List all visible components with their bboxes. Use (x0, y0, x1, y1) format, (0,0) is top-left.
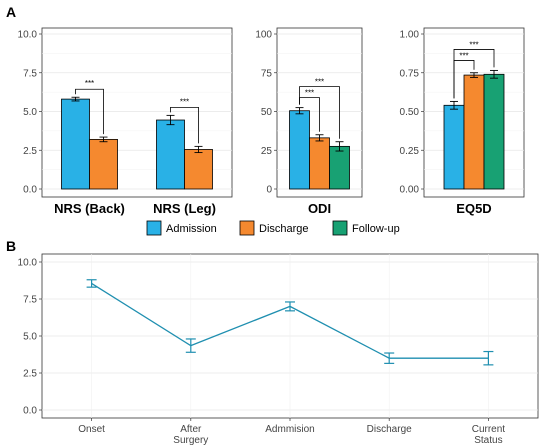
legend-item-follow-up: Follow-up (332, 220, 400, 236)
panel-a-label: A (6, 4, 16, 20)
error-bar (483, 350, 494, 366)
y-tick-label: 10.0 (18, 258, 38, 269)
error-bar (315, 134, 324, 142)
y-tick-label: 5.0 (23, 332, 37, 343)
x-tick-label: Current Status (472, 424, 506, 445)
y-tick-label: 100 (255, 30, 272, 41)
y-tick-label: 75 (261, 68, 273, 79)
x-tick-label-line: After (180, 424, 202, 435)
y-tick-label: 0.0 (23, 185, 37, 196)
x-tick-label-line: Surgery (173, 435, 208, 445)
bar-discharge (89, 138, 118, 190)
significance-label: *** (315, 78, 324, 87)
error-bar (71, 96, 80, 102)
x-tick-label: Admmision (265, 424, 314, 435)
bar-follow-up (329, 145, 350, 190)
y-tick-label: 0.75 (400, 68, 420, 79)
y-tick-label: 50 (261, 107, 273, 118)
error-bar (470, 72, 478, 78)
error-bar (450, 100, 458, 110)
legend-label: Follow-up (352, 223, 400, 235)
x-axis-label: EQ5D (456, 201, 491, 216)
bar-follow-up (483, 73, 505, 190)
panel-b: 0.0 2.5 5.0 7.5 10.0 Onset After Surgery Admmisi… (18, 253, 539, 445)
significance-label: *** (459, 51, 468, 60)
bar-discharge (309, 137, 330, 190)
x-axis-label: NRS (Leg) (153, 201, 216, 216)
facet-eq5d: 0.00 0.25 0.50 0.75 1.00 EQ5D ****** (400, 27, 525, 216)
bar-discharge (463, 74, 485, 190)
x-tick-label-line: Discharge (367, 424, 412, 435)
significance-bracket (453, 49, 495, 99)
error-bar (194, 145, 203, 154)
legend-swatch (146, 220, 162, 236)
x-tick-label: Onset (78, 424, 105, 435)
significance-label: *** (469, 40, 478, 49)
error-bar (166, 114, 175, 126)
error-bar (285, 301, 295, 312)
x-tick-label-line: Status (474, 435, 502, 445)
y-tick-label: 10.0 (18, 30, 38, 41)
bar-admission (61, 98, 90, 190)
y-tick-label: 0.50 (400, 107, 420, 118)
error-bar (295, 107, 304, 115)
error-bar (384, 352, 395, 364)
significance-bracket (75, 88, 104, 135)
error-bar (86, 279, 97, 288)
y-tick-label: 0.00 (400, 185, 420, 196)
panel-a: 0.0 2.5 5.0 7.5 10.0 NRS (Back) *** NRS (Leg) **… (18, 27, 525, 216)
legend-item-admission: Admission (146, 220, 217, 236)
facet-nrs: 0.0 2.5 5.0 7.5 10.0 NRS (Back) *** NRS (Leg) **… (18, 27, 233, 216)
x-axis-label: NRS (Back) (54, 201, 125, 216)
bar-admission (156, 119, 185, 190)
legend-swatch (239, 220, 255, 236)
significance-label: *** (305, 89, 314, 98)
error-bar (99, 136, 108, 143)
legend-label: Discharge (259, 223, 309, 235)
significance-bracket (299, 86, 340, 139)
facet-odi: 0 25 50 75 100 ODI ****** (255, 27, 363, 216)
y-tick-label: 0.0 (23, 406, 37, 417)
error-bar (490, 69, 498, 79)
y-tick-label: 0.25 (400, 146, 420, 157)
x-axis-label: ODI (308, 201, 331, 216)
error-bar (335, 141, 344, 152)
y-tick-label: 1.00 (400, 30, 420, 41)
y-tick-label: 7.5 (23, 295, 37, 306)
x-tick-label: Discharge (367, 424, 412, 435)
x-tick-label-line: Current (472, 424, 506, 435)
y-tick-label: 2.5 (23, 369, 37, 380)
legend-item-discharge: Discharge (239, 220, 309, 236)
bar-admission (443, 104, 465, 190)
y-tick-label: 7.5 (23, 68, 37, 79)
error-bar (185, 338, 196, 353)
x-tick-label-line: Admmision (265, 424, 314, 435)
y-tick-label: 25 (261, 146, 273, 157)
y-tick-label: 0 (266, 185, 272, 196)
significance-label: *** (180, 97, 189, 106)
x-tick-label: After Surgery (173, 424, 208, 445)
x-tick-label-line: Onset (78, 424, 105, 435)
panel-b-label: B (6, 238, 16, 254)
legend: Admission Discharge Follow-up (146, 220, 400, 236)
significance-bracket (170, 106, 199, 144)
legend-label: Admission (166, 223, 217, 235)
y-tick-label: 5.0 (23, 107, 37, 118)
bar-admission (289, 110, 310, 190)
y-tick-label: 2.5 (23, 146, 37, 157)
significance-label: *** (85, 79, 94, 88)
legend-swatch (332, 220, 348, 236)
bar-discharge (184, 149, 213, 190)
